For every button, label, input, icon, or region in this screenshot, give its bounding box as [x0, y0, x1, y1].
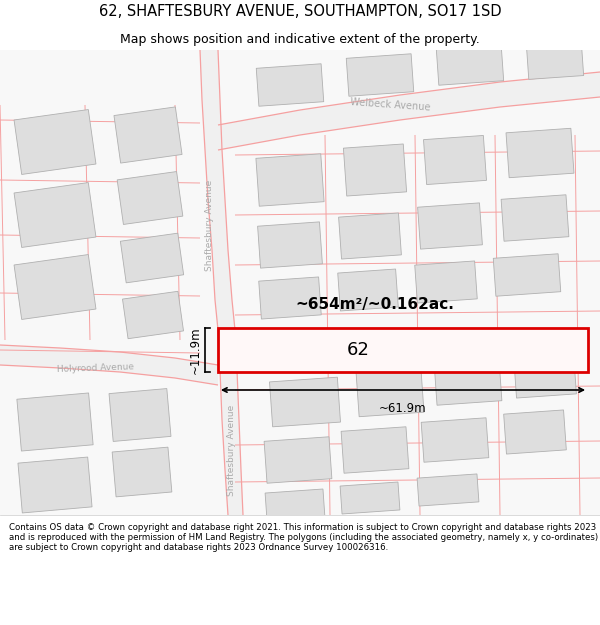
Text: Contains OS data © Crown copyright and database right 2021. This information is : Contains OS data © Crown copyright and d… [9, 522, 598, 552]
Polygon shape [218, 330, 243, 515]
Text: ~61.9m: ~61.9m [379, 402, 427, 415]
Polygon shape [346, 54, 414, 96]
Text: Welbeck Avenue: Welbeck Avenue [350, 98, 430, 112]
Polygon shape [269, 377, 340, 427]
Polygon shape [503, 410, 566, 454]
Polygon shape [259, 277, 321, 319]
Polygon shape [18, 457, 92, 513]
Polygon shape [436, 45, 503, 85]
Polygon shape [14, 254, 96, 319]
Polygon shape [340, 482, 400, 514]
Polygon shape [338, 213, 401, 259]
Polygon shape [17, 393, 93, 451]
Polygon shape [114, 107, 182, 163]
Bar [218, 328, 588, 372]
Text: ~11.9m: ~11.9m [189, 326, 202, 374]
Polygon shape [338, 269, 398, 311]
Polygon shape [506, 128, 574, 178]
Polygon shape [493, 254, 561, 296]
Polygon shape [256, 64, 324, 106]
Polygon shape [341, 427, 409, 473]
Text: ~654m²/~0.162ac.: ~654m²/~0.162ac. [295, 298, 454, 312]
Polygon shape [0, 345, 218, 385]
Polygon shape [112, 447, 172, 497]
Polygon shape [14, 182, 96, 248]
Text: 62, SHAFTESBURY AVENUE, SOUTHAMPTON, SO17 1SD: 62, SHAFTESBURY AVENUE, SOUTHAMPTON, SO1… [98, 4, 502, 19]
Polygon shape [343, 144, 407, 196]
Polygon shape [122, 291, 184, 339]
Polygon shape [418, 203, 482, 249]
Polygon shape [415, 261, 477, 303]
Polygon shape [200, 50, 235, 330]
Polygon shape [434, 359, 502, 405]
Polygon shape [109, 389, 171, 441]
Polygon shape [421, 418, 489, 462]
Polygon shape [264, 437, 332, 483]
Polygon shape [526, 41, 584, 79]
Polygon shape [256, 154, 324, 206]
Polygon shape [218, 72, 600, 150]
Polygon shape [265, 489, 325, 521]
Text: Map shows position and indicative extent of the property.: Map shows position and indicative extent… [120, 32, 480, 46]
Text: Holyrood Avenue: Holyrood Avenue [56, 362, 134, 374]
Text: Shaftesbury Avenue: Shaftesbury Avenue [205, 179, 214, 271]
Text: Shaftesbury Avenue: Shaftesbury Avenue [227, 404, 236, 496]
Polygon shape [117, 171, 183, 224]
Polygon shape [257, 222, 322, 268]
Polygon shape [356, 368, 424, 417]
Polygon shape [14, 109, 96, 174]
Polygon shape [121, 233, 184, 283]
Polygon shape [417, 474, 479, 506]
Text: 62: 62 [347, 341, 370, 359]
Polygon shape [514, 352, 577, 398]
Polygon shape [501, 195, 569, 241]
Polygon shape [424, 136, 487, 184]
